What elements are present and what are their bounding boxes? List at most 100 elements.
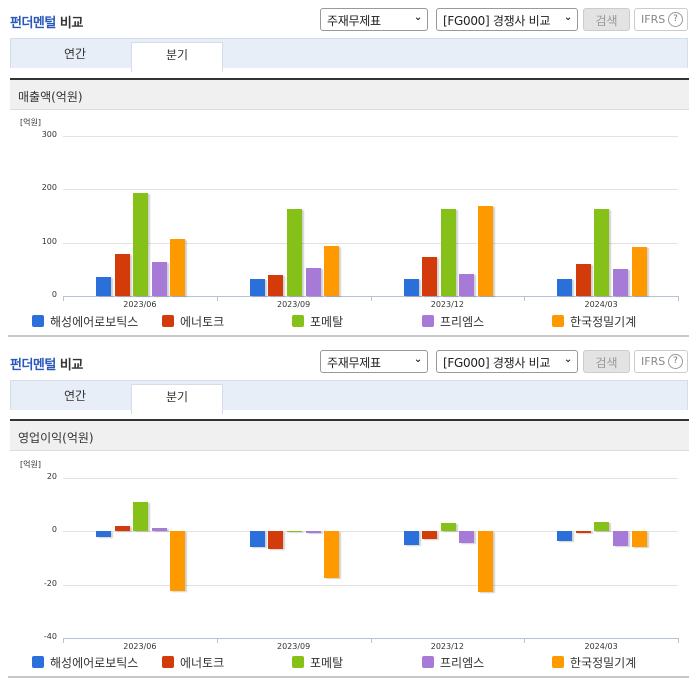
bar-4[interactable] — [324, 531, 340, 579]
gridline — [63, 242, 678, 244]
statement-select[interactable]: 주재무제표 ⌄ — [320, 350, 428, 373]
bar-4[interactable] — [631, 531, 647, 547]
x-tick-label: 2023/06 — [123, 300, 157, 309]
bar-2[interactable] — [594, 522, 610, 532]
bar-3[interactable] — [151, 527, 167, 532]
compare-select[interactable]: [FG000] 경쟁사 비교 ⌄ — [436, 350, 578, 373]
bar-1[interactable] — [268, 274, 284, 296]
legend-item-enertoke[interactable]: 에너토크 — [162, 654, 224, 671]
bar-0[interactable] — [403, 279, 419, 296]
bar-3[interactable] — [459, 274, 475, 296]
period-tabs: 연간 분기 — [10, 380, 688, 414]
x-tick — [524, 296, 526, 301]
bar-1[interactable] — [114, 253, 130, 296]
bar-1[interactable] — [268, 531, 284, 549]
bar-2[interactable] — [440, 522, 456, 532]
ifrs-button[interactable]: IFRS ? — [634, 8, 688, 31]
x-tick-label: 2023/06 — [123, 642, 157, 651]
legend-swatch — [552, 315, 564, 327]
bar-1[interactable] — [422, 257, 438, 296]
y-tick-label: 20 — [46, 472, 57, 481]
legend-item-formetal[interactable]: 포메탈 — [292, 313, 343, 330]
y-tick-label: 0 — [51, 290, 57, 299]
compare-select[interactable]: [FG000] 경쟁사 비교 ⌄ — [436, 8, 578, 31]
legend-swatch — [292, 656, 304, 668]
bar-0[interactable] — [249, 279, 265, 296]
bar-1[interactable] — [422, 531, 438, 540]
bar-0[interactable] — [557, 531, 573, 541]
chevron-down-icon: ⌄ — [413, 354, 422, 365]
chart-legend: 해성에어로보틱스 에너토크 포메탈 프리엠스 한국정밀기계 — [10, 313, 689, 329]
legend-swatch — [162, 656, 174, 668]
bar-1[interactable] — [575, 264, 591, 296]
bar-4[interactable] — [170, 238, 186, 296]
bar-3[interactable] — [613, 531, 629, 546]
legend-item-hankook[interactable]: 한국정밀기계 — [552, 654, 636, 671]
tab-quarterly[interactable]: 분기 — [131, 384, 223, 414]
y-tick-label: 300 — [41, 130, 57, 139]
bar-4[interactable] — [631, 246, 647, 296]
gridline — [63, 584, 678, 586]
search-button[interactable]: 검색 — [583, 8, 630, 31]
bar-3[interactable] — [305, 531, 321, 533]
x-tick — [63, 296, 64, 301]
x-tick-label: 2023/09 — [277, 300, 311, 309]
bar-3[interactable] — [305, 267, 321, 296]
ifrs-button[interactable]: IFRS ? — [634, 350, 688, 373]
panel-header: 펀더멘털 비교 주재무제표 ⌄ [FG000] 경쟁사 비교 ⌄ 검색 IFRS… — [0, 342, 696, 380]
legend-item-haesung[interactable]: 해성에어로보틱스 — [32, 654, 138, 671]
help-icon[interactable]: ? — [668, 12, 683, 27]
gridline — [63, 136, 678, 137]
statement-select[interactable]: 주재무제표 ⌄ — [320, 8, 428, 31]
bar-4[interactable] — [477, 531, 493, 593]
chart-subheading: 매출액(억원) — [10, 80, 689, 110]
legend-item-hankook[interactable]: 한국정밀기계 — [552, 313, 636, 330]
divider — [8, 335, 689, 337]
bar-0[interactable] — [96, 276, 111, 296]
legend-item-formetal[interactable]: 포메탈 — [292, 654, 343, 671]
x-tick-label: 2024/03 — [584, 642, 618, 651]
bar-4[interactable] — [170, 531, 186, 592]
legend-swatch — [162, 315, 174, 327]
y-tick-label: -40 — [43, 632, 57, 641]
bar-3[interactable] — [459, 531, 475, 543]
bar-4[interactable] — [477, 205, 493, 296]
tab-quarterly[interactable]: 분기 — [131, 42, 223, 72]
bar-0[interactable] — [96, 531, 111, 538]
x-tick — [678, 638, 679, 643]
gridline — [63, 189, 678, 191]
bar-2[interactable] — [133, 193, 149, 296]
bar-3[interactable] — [613, 268, 629, 296]
bar-2[interactable] — [440, 208, 456, 296]
bar-2[interactable] — [286, 208, 302, 296]
legend-item-freems[interactable]: 프리엠스 — [422, 313, 484, 330]
bar-2[interactable] — [133, 502, 149, 532]
bar-2[interactable] — [286, 530, 302, 533]
x-tick — [524, 638, 526, 643]
help-icon[interactable]: ? — [668, 354, 683, 369]
bar-3[interactable] — [151, 261, 167, 296]
bar-0[interactable] — [249, 531, 265, 548]
bar-4[interactable] — [324, 246, 340, 296]
bar-2[interactable] — [594, 209, 610, 296]
bar-1[interactable] — [114, 525, 130, 532]
panel-title: 펀더멘털 비교 — [10, 358, 83, 373]
x-tick-label: 2023/12 — [430, 642, 464, 651]
divider — [10, 419, 689, 421]
bar-0[interactable] — [403, 531, 419, 545]
legend-item-enertoke[interactable]: 에너토크 — [162, 313, 224, 330]
bar-0[interactable] — [557, 278, 573, 296]
legend-item-haesung[interactable]: 해성에어로보틱스 — [32, 313, 138, 330]
tab-annual[interactable]: 연간 — [63, 389, 87, 403]
operating-profit-chart: [억원] 20 0 -20 -40 2023/06 2023/09 2023/12 2024/0… — [10, 452, 689, 652]
tab-annual[interactable]: 연간 — [63, 47, 87, 61]
gridline — [63, 531, 678, 533]
chart-legend: 해성에어로보틱스 에너토크 포메탈 프리엠스 한국정밀기계 — [10, 654, 689, 670]
x-tick — [216, 296, 218, 301]
bar-1[interactable] — [575, 531, 591, 534]
search-button[interactable]: 검색 — [583, 350, 630, 373]
x-tick — [63, 638, 64, 643]
revenue-chart: [억원] 300 200 100 0 2023/06 2023/09 2023/12 2024/… — [10, 110, 689, 310]
divider — [10, 78, 689, 80]
legend-item-freems[interactable]: 프리엠스 — [422, 654, 484, 671]
